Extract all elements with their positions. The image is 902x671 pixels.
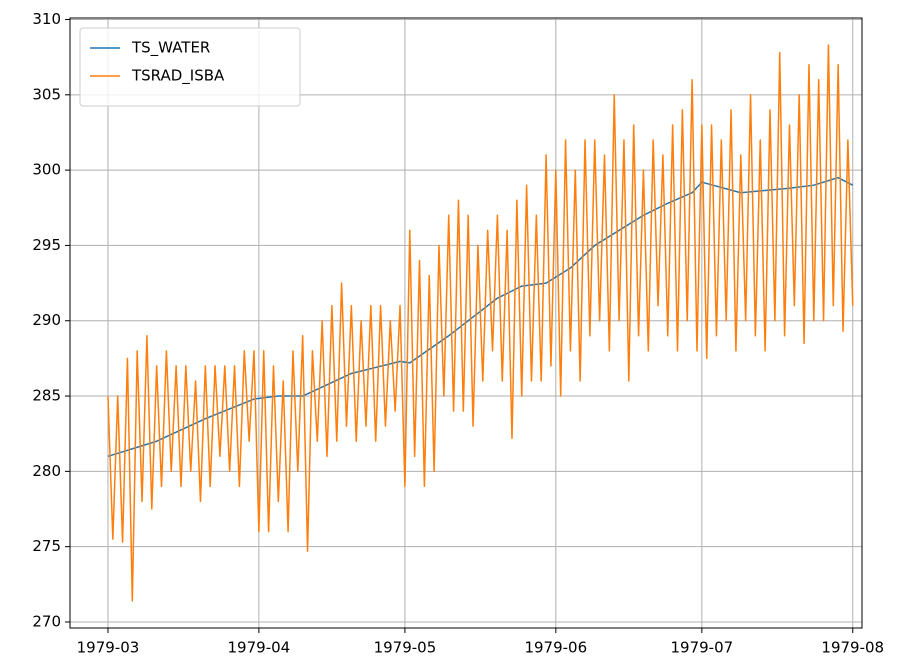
- x-tick-label: 1979-05: [374, 639, 437, 657]
- line-series: [107, 44, 854, 602]
- y-tick-label: 310: [32, 10, 61, 28]
- y-tick-label: 300: [32, 161, 61, 179]
- legend-label: TSRAD_ISBA: [131, 67, 225, 86]
- y-tick-label: 285: [32, 387, 61, 405]
- y-tick-label: 280: [32, 462, 61, 480]
- x-tick-label: 1979-03: [77, 639, 140, 657]
- y-tick-label: 275: [32, 537, 61, 555]
- x-tick-label: 1979-04: [228, 639, 291, 657]
- y-tick-label: 305: [32, 85, 61, 103]
- x-tick-label: 1979-06: [524, 639, 587, 657]
- legend-box: [79, 27, 301, 107]
- y-tick-label: 290: [32, 311, 61, 329]
- legend-label: TS_WATER: [131, 39, 210, 58]
- plot-frame: [69, 17, 863, 629]
- y-tick-label: 295: [32, 236, 61, 254]
- x-tick-label: 1979-08: [821, 639, 884, 657]
- y-tick-label: 270: [32, 612, 61, 630]
- x-tick-label: 1979-07: [671, 639, 734, 657]
